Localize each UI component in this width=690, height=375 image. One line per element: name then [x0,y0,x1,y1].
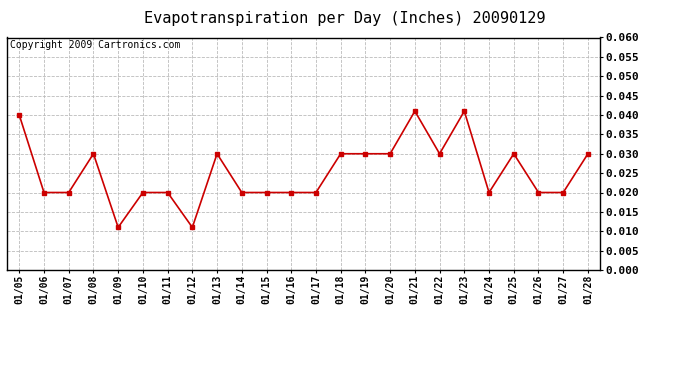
Text: Copyright 2009 Cartronics.com: Copyright 2009 Cartronics.com [10,40,180,50]
Text: Evapotranspiration per Day (Inches) 20090129: Evapotranspiration per Day (Inches) 2009… [144,11,546,26]
